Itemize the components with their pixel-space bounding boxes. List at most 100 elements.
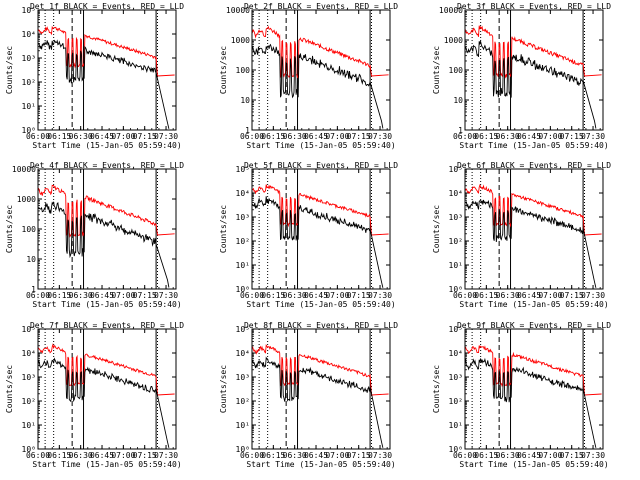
x-tick-label: 06:00	[26, 291, 50, 300]
x-tick-label: 07:30	[368, 132, 392, 141]
y-axis-label: Counts/sec	[5, 46, 14, 94]
x-tick-label: 06:00	[240, 451, 264, 460]
y-tick-label: 10¹	[449, 421, 463, 430]
detector-panel-9: Det 9f BLACK = Events, RED = LLD 10⁰ 10¹ 10…	[432, 321, 611, 469]
panel-title: Det 3f BLACK = Events, RED = LLD	[457, 2, 611, 11]
series-red-line	[251, 344, 389, 396]
x-tick-label: 07:15	[347, 291, 371, 300]
x-tick-label: 06:00	[453, 132, 477, 141]
detector-panel-5: Det 5f BLACK = Events, RED = LLD 10⁰ 10¹ 10…	[219, 161, 398, 309]
y-tick-label: 10⁵	[449, 325, 463, 334]
x-axis-label: Start Time (15-Jan-05 05:59:40)	[459, 300, 608, 309]
y-tick-label: 10⁰	[449, 445, 463, 454]
x-tick-label: 06:15	[47, 132, 71, 141]
y-axis-label: Counts/sec	[432, 205, 441, 253]
series-red-line	[37, 184, 175, 238]
y-tick-label: 10⁵	[236, 165, 250, 174]
x-tick-label: 06:00	[453, 291, 477, 300]
panel-title: Det 2f BLACK = Events, RED = LLD	[244, 2, 398, 11]
panel-title: Det 5f BLACK = Events, RED = LLD	[244, 161, 398, 170]
y-tick-label: 10⁵	[449, 165, 463, 174]
y-tick-label: 10	[240, 96, 250, 105]
x-tick-label: 06:15	[47, 291, 71, 300]
y-axis-label: Counts/sec	[219, 365, 228, 413]
panel-title: Det 6f BLACK = Events, RED = LLD	[457, 161, 611, 170]
x-tick-label: 07:00	[538, 451, 562, 460]
y-tick-label: 10	[453, 96, 463, 105]
plot-frame	[251, 328, 391, 450]
x-tick-label: 06:15	[261, 291, 285, 300]
y-tick-label: 10²	[236, 397, 250, 406]
y-tick-label: 10¹	[449, 261, 463, 270]
x-tick-label: 06:45	[304, 451, 328, 460]
x-tick-label: 07:00	[325, 291, 349, 300]
series-red-line	[37, 25, 175, 77]
y-axis-label: Counts/sec	[432, 46, 441, 94]
y-tick-label: 10000	[439, 6, 463, 15]
plot-frame	[464, 9, 604, 131]
panel-title: Det 8f BLACK = Events, RED = LLD	[244, 321, 398, 330]
y-tick-label: 10⁰	[236, 285, 250, 294]
x-tick-label: 07:30	[581, 132, 605, 141]
x-tick-label: 07:00	[111, 132, 135, 141]
y-tick-label: 1000	[17, 195, 36, 204]
x-axis-label: Start Time (15-Jan-05 05:59:40)	[246, 300, 395, 309]
panel-title: Det 7f BLACK = Events, RED = LLD	[30, 321, 184, 330]
y-tick-label: 10³	[22, 373, 36, 382]
x-tick-label: 06:30	[283, 132, 307, 141]
y-tick-label: 100	[236, 66, 251, 75]
y-tick-label: 10²	[22, 78, 36, 87]
series-red-line	[251, 25, 389, 79]
series-black-line	[37, 357, 170, 448]
x-axis-label: Start Time (15-Jan-05 05:59:40)	[32, 141, 181, 150]
y-tick-label: 10³	[449, 213, 463, 222]
x-tick-label: 06:30	[283, 291, 307, 300]
x-tick-label: 06:15	[261, 451, 285, 460]
y-tick-label: 1	[245, 126, 250, 135]
x-tick-label: 06:00	[240, 132, 264, 141]
x-tick-label: 07:15	[560, 132, 584, 141]
x-tick-label: 07:15	[347, 451, 371, 460]
x-tick-label: 06:00	[26, 132, 50, 141]
x-tick-label: 06:30	[69, 451, 93, 460]
x-tick-label: 07:15	[560, 291, 584, 300]
x-tick-label: 06:00	[26, 451, 50, 460]
y-tick-label: 10⁵	[22, 6, 36, 15]
x-tick-label: 07:30	[581, 451, 605, 460]
y-tick-label: 1	[458, 126, 463, 135]
x-tick-label: 07:15	[133, 291, 157, 300]
y-tick-label: 10²	[449, 397, 463, 406]
x-tick-label: 07:30	[154, 291, 178, 300]
x-tick-label: 07:00	[538, 291, 562, 300]
series-red-line	[464, 183, 602, 236]
y-tick-label: 10⁰	[22, 445, 36, 454]
plot-frame	[464, 328, 604, 450]
x-tick-label: 07:15	[347, 132, 371, 141]
x-tick-label: 06:15	[474, 132, 498, 141]
x-tick-label: 06:15	[261, 132, 285, 141]
x-tick-label: 07:15	[133, 132, 157, 141]
series-black-line	[38, 39, 170, 129]
detector-panel-3: Det 3f BLACK = Events, RED = LLD 1 10 100 10…	[432, 2, 611, 150]
x-tick-label: 06:15	[474, 451, 498, 460]
x-tick-label: 06:45	[90, 132, 114, 141]
series-red-line	[464, 345, 602, 396]
x-tick-label: 06:30	[69, 132, 93, 141]
x-tick-label: 06:45	[517, 451, 541, 460]
y-tick-label: 1000	[231, 36, 250, 45]
x-tick-label: 07:30	[368, 451, 392, 460]
x-tick-label: 06:45	[90, 451, 114, 460]
y-tick-label: 100	[22, 225, 37, 234]
y-tick-label: 10⁵	[236, 325, 250, 334]
y-tick-label: 10⁰	[22, 126, 36, 135]
y-axis-label: Counts/sec	[5, 365, 14, 413]
y-axis-label: Counts/sec	[432, 365, 441, 413]
x-tick-label: 06:15	[47, 451, 71, 460]
x-tick-label: 06:30	[69, 291, 93, 300]
y-tick-label: 10⁴	[236, 349, 250, 358]
y-tick-label: 10⁴	[22, 349, 36, 358]
y-tick-label: 10⁴	[449, 189, 463, 198]
x-tick-label: 06:30	[283, 451, 307, 460]
y-tick-label: 10	[26, 255, 36, 264]
